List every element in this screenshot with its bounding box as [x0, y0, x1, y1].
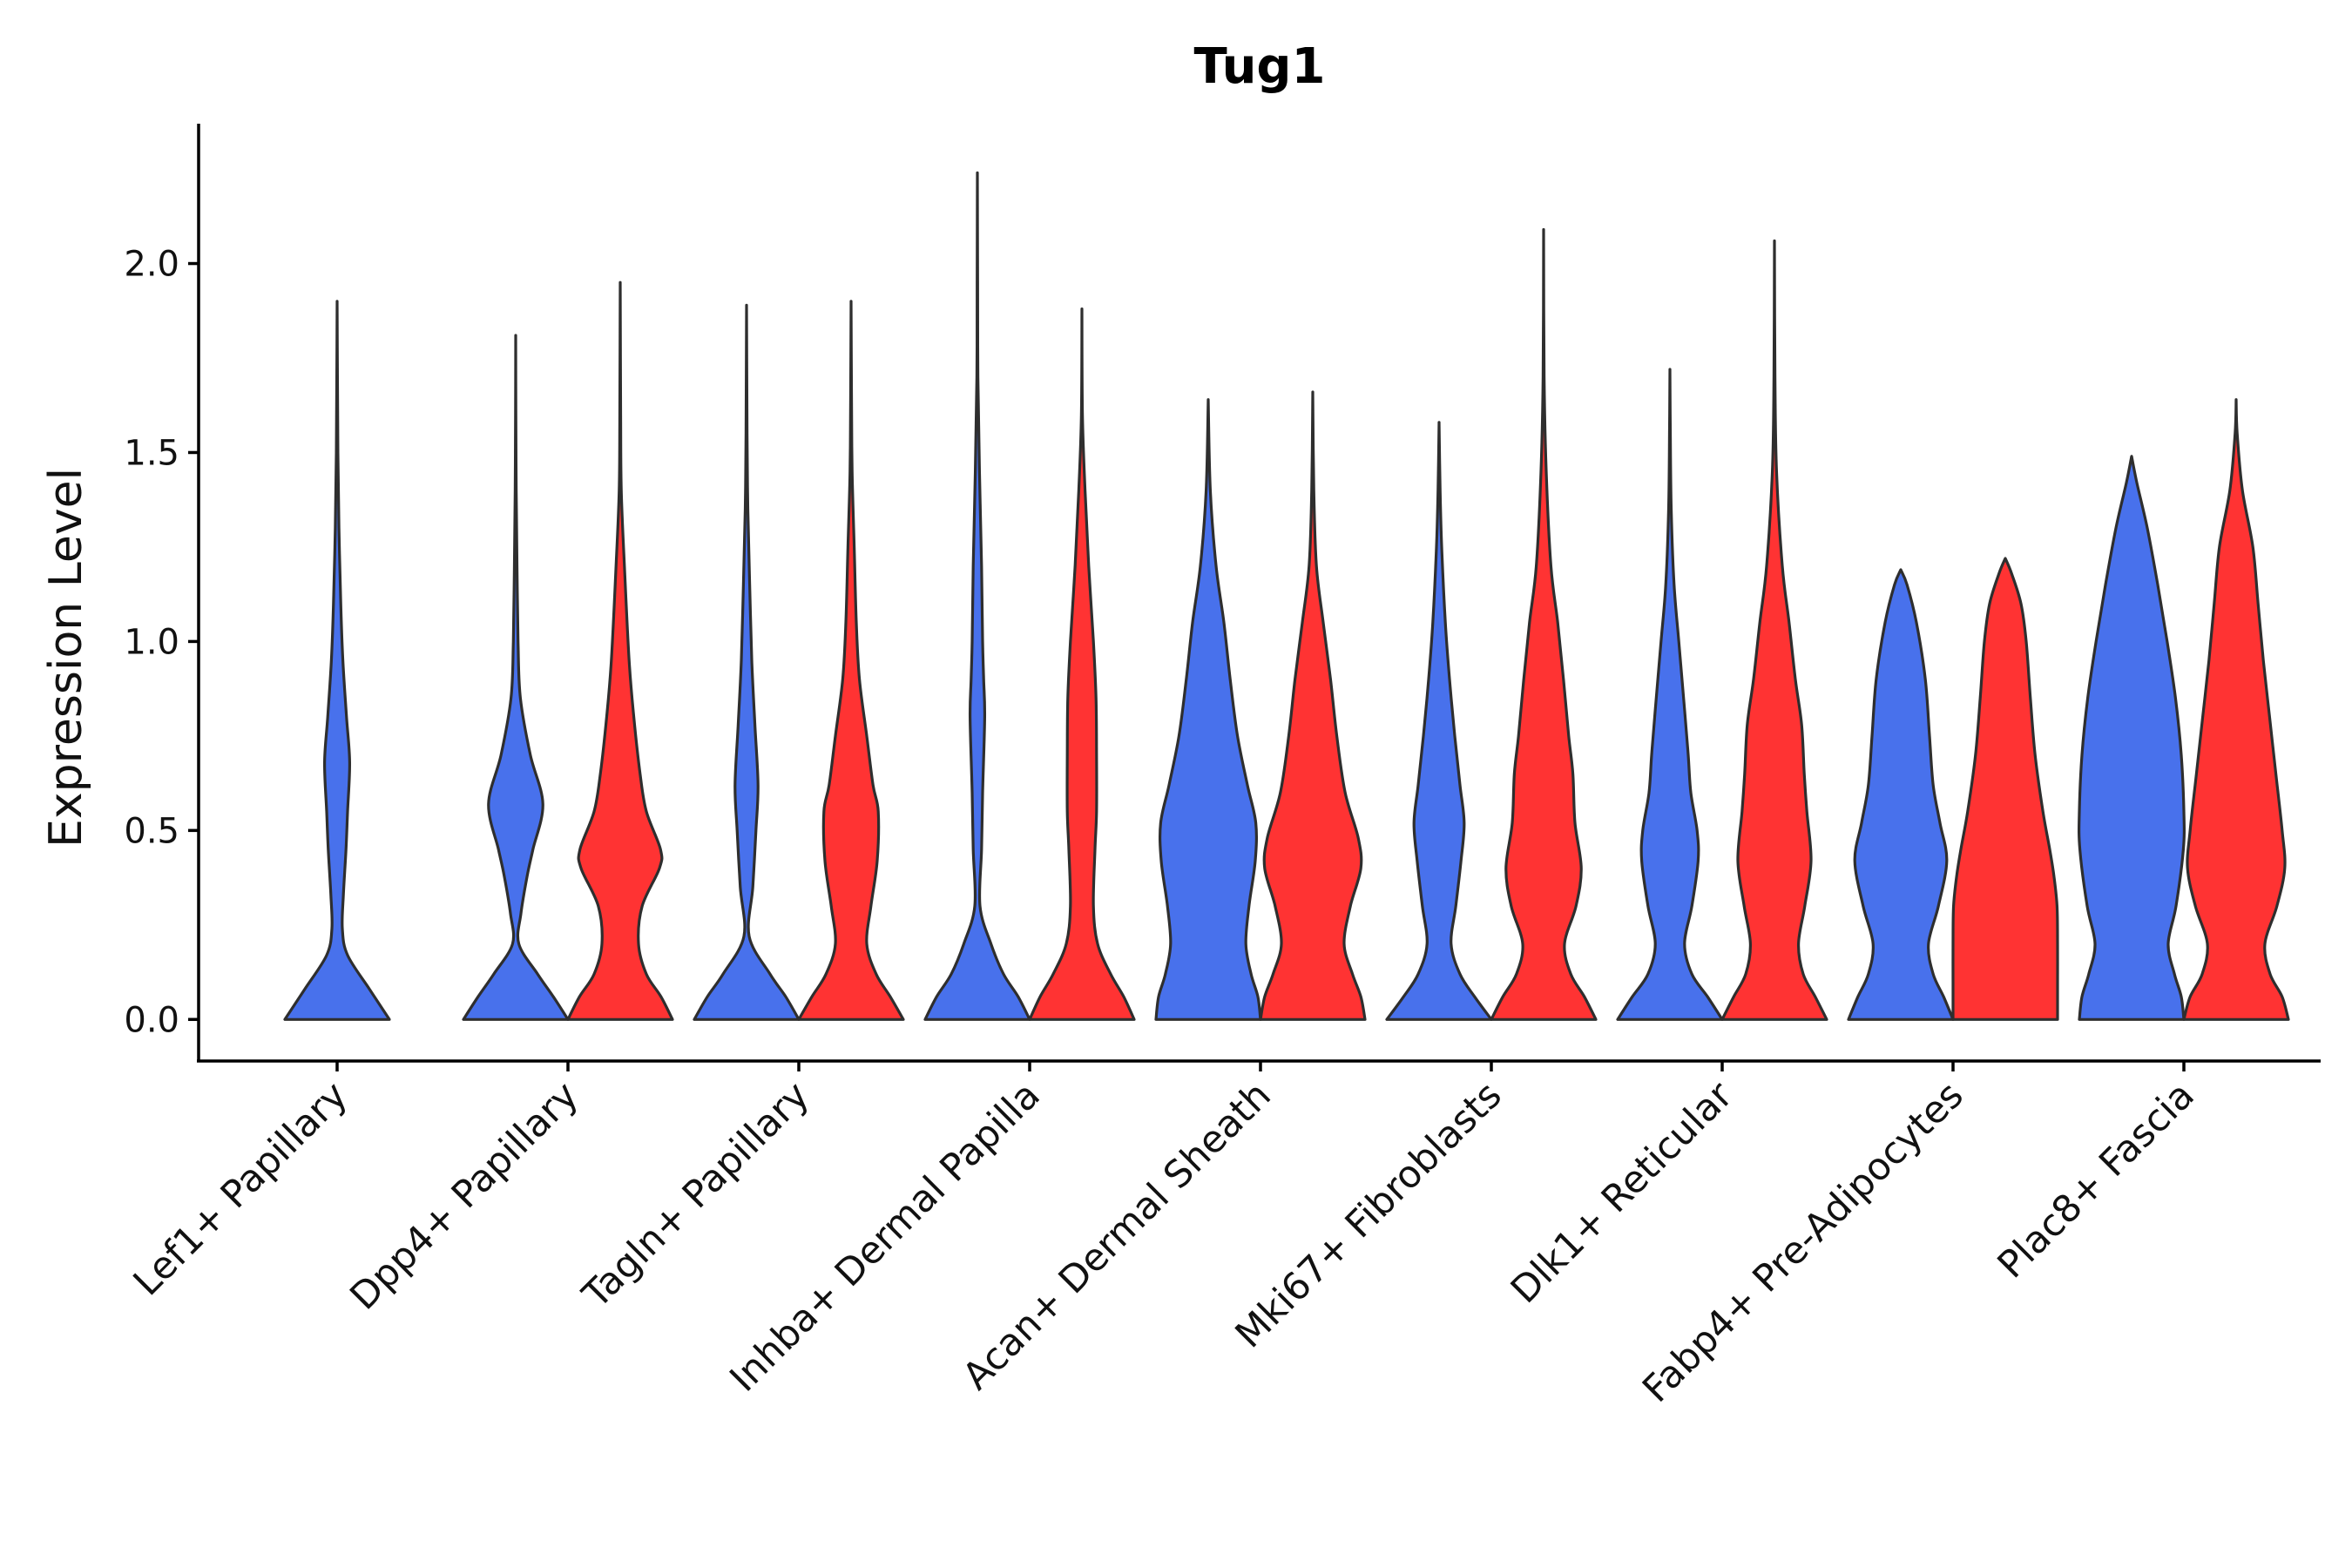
violin-group-2	[797, 300, 905, 1021]
x-tick-label: Dlk1+ Reticular	[1503, 1073, 1741, 1312]
violin-group-1	[1385, 421, 1493, 1021]
violin-group-2	[1490, 227, 1598, 1021]
violin-group-1	[1616, 368, 1724, 1021]
y-tick-label: 1.5	[124, 433, 179, 473]
chart-title: Tug1	[1194, 38, 1326, 95]
y-tick-label: 0.5	[124, 811, 179, 851]
y-tick-label: 1.0	[124, 622, 179, 662]
violin-group-2	[1028, 308, 1136, 1021]
x-tick-label: Mki67+ Fibroblasts	[1227, 1073, 1511, 1356]
x-tick-label: Plac8+ Fascia	[1990, 1073, 2203, 1287]
violin-group-2	[1259, 390, 1367, 1021]
violin-group-1	[283, 300, 391, 1021]
violin-group-1	[923, 171, 1031, 1021]
violin-group-2	[566, 280, 674, 1021]
violin-group	[283, 171, 2290, 1021]
violin-group-1	[2077, 455, 2186, 1021]
violin-group-1	[693, 303, 801, 1021]
violin-group-1	[1847, 568, 1955, 1021]
y-axis-label: Expression Level	[40, 468, 92, 848]
violin-group-1	[1154, 398, 1262, 1021]
violin-group-1	[462, 334, 570, 1021]
violin-group-2	[1951, 557, 2059, 1021]
y-ticks: 0.0 0.5 1.0 1.5 2.0	[124, 245, 199, 1040]
y-tick-label: 2.0	[124, 245, 179, 285]
x-tick-label: Lef1+ Papillary	[125, 1073, 356, 1304]
x-tick-label: Tagln+ Papillary	[574, 1073, 818, 1317]
y-tick-label: 0.0	[124, 1000, 179, 1040]
violin-group-2	[2182, 398, 2290, 1021]
violin-group-2	[1720, 239, 1828, 1021]
x-tick-label: Dpp4+ Papillary	[342, 1073, 587, 1318]
